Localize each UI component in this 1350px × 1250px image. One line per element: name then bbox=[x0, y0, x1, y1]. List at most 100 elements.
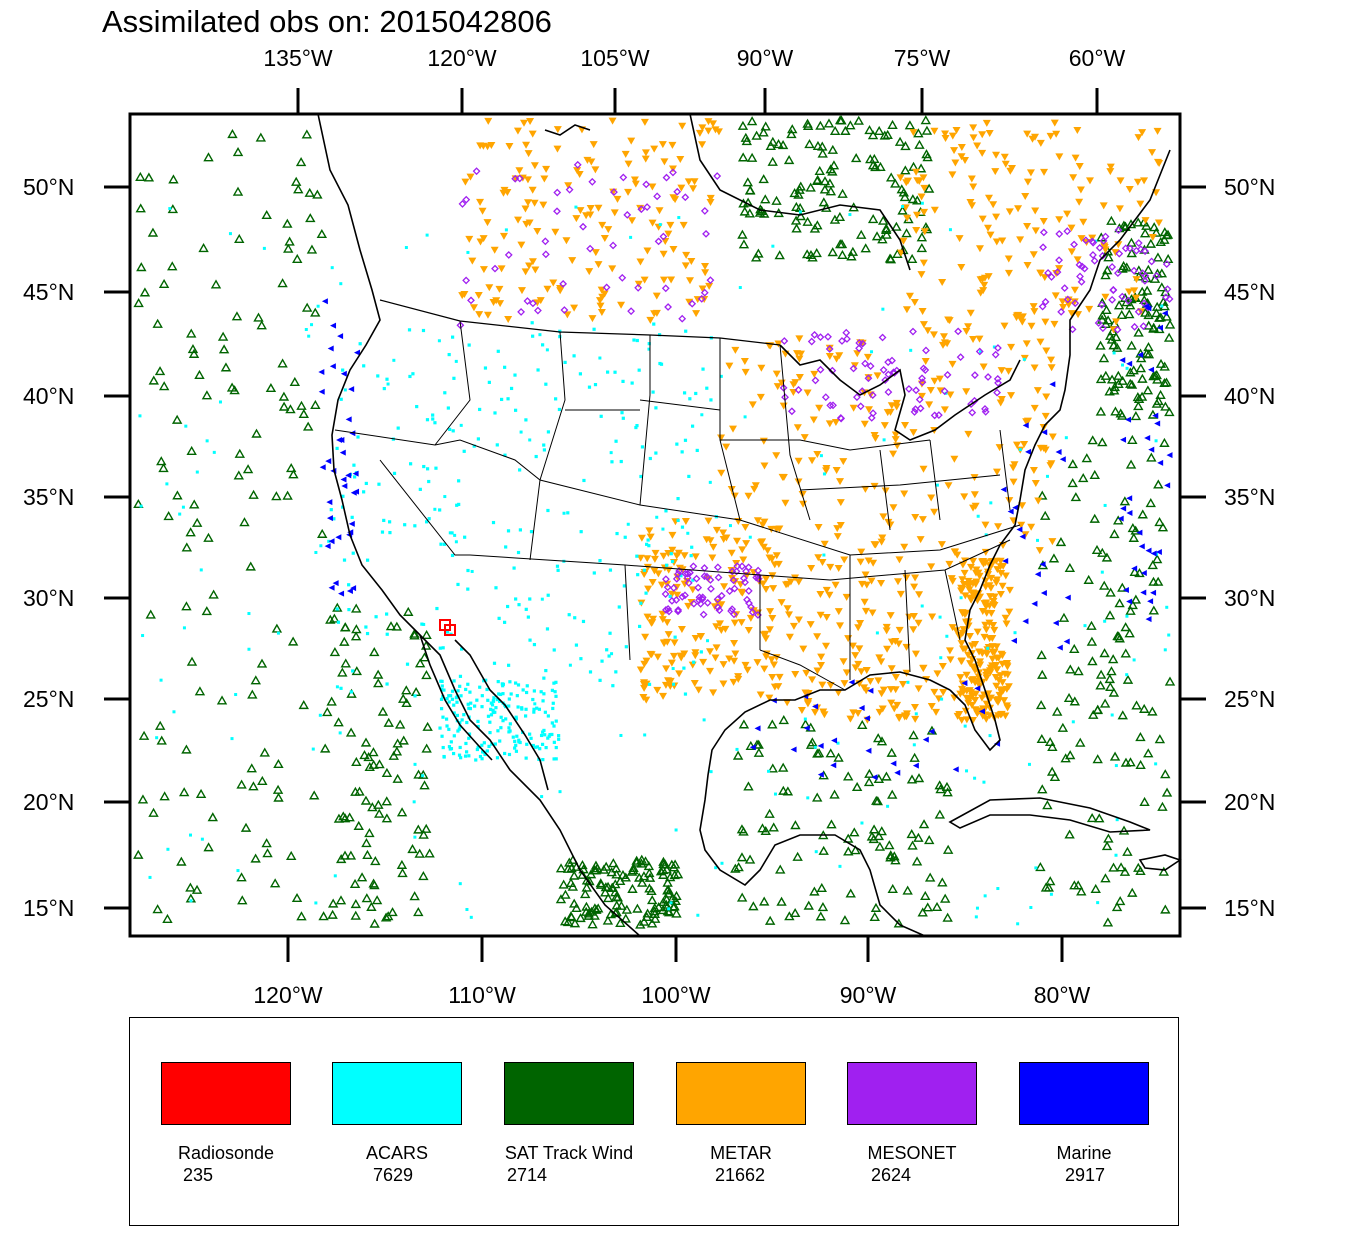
sat-track-wind-marker bbox=[589, 865, 600, 875]
sat-track-wind-marker bbox=[791, 223, 802, 233]
mesonet-marker bbox=[678, 314, 687, 323]
sat-track-wind-marker bbox=[310, 307, 321, 317]
sat-track-wind-marker bbox=[158, 278, 170, 289]
sat-track-wind-marker bbox=[1133, 327, 1144, 337]
mesonet-marker bbox=[713, 595, 722, 604]
top-lon-label: 60°W bbox=[1069, 45, 1126, 71]
marine-marker bbox=[1055, 449, 1062, 456]
metar-marker bbox=[479, 235, 488, 243]
sat-track-wind-marker bbox=[644, 872, 656, 882]
metar-marker bbox=[719, 661, 728, 669]
sat-track-wind-marker bbox=[887, 789, 898, 799]
acars-marker bbox=[557, 407, 562, 412]
metar-marker bbox=[950, 548, 959, 556]
metar-marker bbox=[653, 686, 662, 694]
metar-marker bbox=[1067, 248, 1076, 256]
sat-track-wind-marker bbox=[1143, 342, 1154, 352]
metar-marker bbox=[919, 259, 928, 267]
legend-swatch bbox=[1019, 1062, 1149, 1125]
metar-marker bbox=[1031, 227, 1040, 235]
metar-marker bbox=[920, 208, 929, 216]
metar-marker bbox=[864, 406, 873, 414]
mesonet-marker bbox=[779, 383, 788, 392]
sat-track-wind-marker bbox=[369, 647, 380, 657]
sat-track-wind-marker bbox=[736, 852, 748, 862]
sat-track-wind-marker bbox=[1037, 784, 1048, 794]
sat-track-wind-marker bbox=[1155, 389, 1166, 400]
acars-marker bbox=[457, 753, 462, 757]
metar-marker bbox=[976, 276, 985, 284]
metar-marker bbox=[867, 577, 876, 585]
sat-track-wind-marker bbox=[918, 819, 930, 829]
metar-marker bbox=[1021, 193, 1030, 201]
sat-track-wind-marker bbox=[186, 445, 197, 456]
metar-marker bbox=[664, 549, 673, 557]
top-lon-label: 135°W bbox=[263, 45, 333, 71]
metar-marker bbox=[701, 263, 710, 271]
legend-item-metar: METAR 21662 bbox=[676, 1062, 806, 1185]
marine-marker bbox=[817, 771, 824, 778]
sat-track-wind-marker bbox=[850, 153, 862, 163]
sat-track-wind-marker bbox=[344, 812, 355, 822]
metar-marker bbox=[613, 195, 622, 203]
acars-marker bbox=[623, 535, 627, 539]
legend-swatch bbox=[332, 1062, 462, 1125]
sat-track-wind-marker bbox=[884, 253, 896, 263]
sat-track-wind-marker bbox=[916, 243, 928, 253]
acars-marker bbox=[542, 448, 547, 452]
right-lat-label: 15°N bbox=[1224, 895, 1275, 921]
metar-marker bbox=[1034, 497, 1043, 505]
metar-marker bbox=[705, 667, 714, 675]
acars-marker bbox=[491, 520, 496, 525]
sat-track-wind-marker bbox=[239, 517, 250, 527]
metar-marker bbox=[598, 221, 607, 229]
acars-marker bbox=[644, 591, 648, 595]
metar-marker bbox=[895, 626, 904, 634]
acars-marker bbox=[450, 531, 454, 535]
acars-marker bbox=[687, 474, 691, 479]
sat-track-wind-marker bbox=[159, 791, 170, 801]
sat-track-wind-marker bbox=[758, 174, 769, 184]
sat-track-wind-marker bbox=[751, 130, 762, 140]
acars-marker bbox=[443, 495, 447, 499]
acars-marker bbox=[496, 349, 500, 353]
acars-marker bbox=[599, 414, 603, 418]
metar-marker bbox=[772, 552, 781, 560]
metar-marker bbox=[895, 556, 904, 564]
metar-marker bbox=[659, 250, 668, 258]
metar-marker bbox=[1004, 683, 1013, 691]
sat-track-wind-marker bbox=[1121, 297, 1132, 307]
mesonet-marker bbox=[678, 592, 687, 601]
metar-marker bbox=[1007, 392, 1016, 400]
sat-track-wind-marker bbox=[815, 911, 826, 921]
acars-marker bbox=[218, 400, 222, 404]
acars-marker bbox=[492, 661, 497, 665]
metar-marker bbox=[487, 141, 496, 149]
marine-marker bbox=[848, 679, 855, 686]
sat-track-wind-marker bbox=[203, 842, 214, 852]
metar-marker bbox=[568, 257, 577, 265]
metar-marker bbox=[1036, 338, 1045, 346]
metar-marker bbox=[1010, 461, 1019, 469]
metar-marker bbox=[740, 358, 749, 366]
acars-marker bbox=[546, 508, 550, 513]
legend-count: 235 bbox=[183, 1165, 214, 1185]
metar-marker bbox=[1001, 160, 1010, 168]
mesonet-marker bbox=[659, 232, 668, 241]
sat-track-wind-marker bbox=[1101, 304, 1112, 315]
acars-marker bbox=[451, 751, 456, 756]
acars-marker bbox=[460, 718, 464, 722]
metar-marker bbox=[826, 563, 835, 571]
mesonet-marker bbox=[662, 173, 671, 182]
acars-marker bbox=[709, 770, 713, 774]
marine-marker bbox=[867, 687, 874, 694]
sat-track-wind-marker bbox=[924, 872, 936, 882]
acars-marker bbox=[515, 694, 519, 698]
sat-track-wind-marker bbox=[606, 867, 617, 877]
acars-marker bbox=[524, 707, 528, 711]
metar-marker bbox=[998, 582, 1007, 590]
mesonet-marker bbox=[717, 591, 726, 600]
metar-marker bbox=[1070, 298, 1079, 306]
sat-track-wind-marker bbox=[392, 773, 403, 783]
sat-track-wind-marker bbox=[1127, 600, 1138, 610]
